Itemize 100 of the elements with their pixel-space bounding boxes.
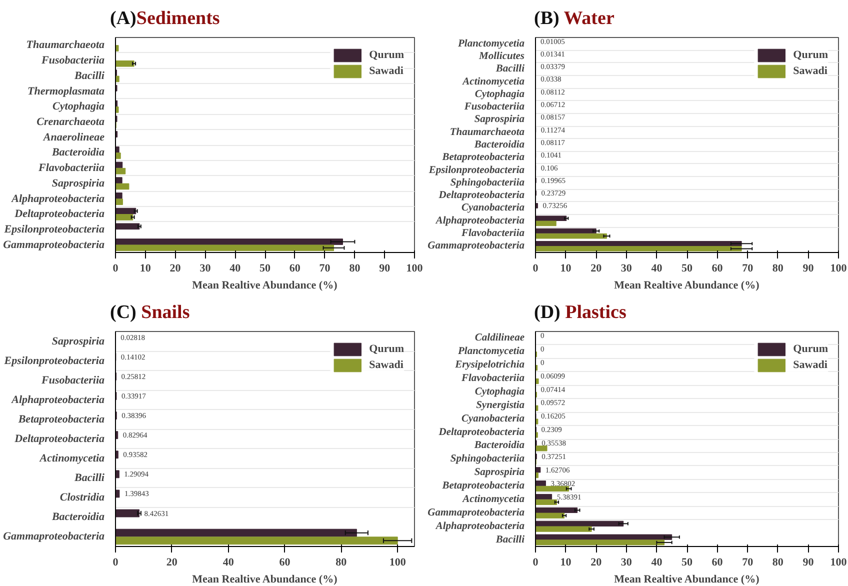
x-tick-label: 40 [651,556,663,568]
x-tick-label: 70 [319,262,331,274]
x-tick-label: 20 [590,556,602,568]
x-tick-label: 60 [289,262,301,274]
x-tick-label: 90 [802,556,814,568]
x-tick-label: 0 [112,556,119,568]
y-tick-label: Betaproteobacteria [17,413,105,426]
y-tick-label: Mollicutes [478,50,525,62]
y-tick-label: Cytophagia [474,88,525,100]
y-tick-label: Fusobacteriia [40,54,105,67]
y-tick-label: Thaumarchaeota [450,126,525,138]
y-tick-label: Alphaproteobacteria [434,520,525,532]
x-tick-label: 100 [406,262,424,274]
y-tick-label: Epsilonproteobacteria [3,354,105,367]
x-axis-title: Mean Realtive Abundance (%) [614,574,760,586]
y-tick-label: Flavobacteriia [460,228,525,240]
legend-label: Sawadi [793,65,828,77]
x-tick-label: 20 [166,556,178,568]
y-tick-label: Gammaproteobacteria [428,240,525,252]
y-tick-label: Actinomycetia [462,76,525,88]
y-tick-label: Bacilli [494,64,525,75]
y-tick-label: Bacilli [494,534,525,546]
legend-label: Sawadi [369,359,404,371]
y-tick-label: Flavobacteriia [460,373,525,384]
chart-title: (A)Sediments [110,8,220,29]
y-tick-label: Cyanobacteria [462,413,525,424]
y-tick-label: Deltaproteobacteria [438,426,524,438]
chart-title: (B) Water [534,8,614,29]
y-tick-label: Bacteroidia [50,146,105,159]
x-tick-label: 60 [712,556,724,568]
y-tick-label: Bacilli [74,472,106,484]
y-tick-label: Deltaproteobacteria [438,190,524,202]
y-tick-label: Anaerolineae [42,131,105,144]
x-axis-title: Mean Realtive Abundance (%) [614,280,760,292]
x-tick-label: 30 [620,556,632,568]
x-tick-label: 10 [140,262,152,274]
x-tick-label: 50 [682,262,693,274]
y-tick-label: Bacteroidia [473,440,525,452]
legend-label: Qurum [369,49,404,61]
y-tick-label: Epsilonproteobacteria [428,164,525,176]
x-axis-title: Mean Realtive Abundance (%) [192,280,338,292]
x-tick-label: 80 [772,262,784,274]
y-tick-label: Fusobacteriia [40,374,105,386]
legend-label: Qurum [793,49,828,61]
y-tick-label: Alphaproteobacteria [10,394,105,406]
legend-label: Qurum [793,343,828,355]
x-tick-label: 80 [349,262,361,274]
y-tick-label: Saprospiria [52,177,105,190]
x-tick-label: 80 [336,556,348,568]
y-tick-label: Synergistia [476,400,525,411]
y-tick-label: Crenarchaeota [36,116,105,128]
x-tick-label: 100 [830,556,848,568]
y-tick-label: Clostridia [60,492,105,504]
x-tick-label: 70 [742,556,754,568]
y-tick-label: Thermoplasmata [27,85,105,98]
y-tick-label: Thaumarchaeota [26,39,105,52]
y-tick-label: Caldilineae [474,332,525,344]
x-tick-label: 20 [170,262,182,274]
x-tick-label: 40 [230,262,242,274]
y-tick-label: Bacteroidia [473,140,525,150]
x-tick-label: 60 [279,556,291,568]
y-tick-label: Deltaproteobacteria [14,208,105,220]
y-tick-label: Flavobacteriia [38,162,105,174]
y-tick-label: Gammaproteobacteria [3,238,105,251]
y-tick-label: Saprospiria [52,335,105,348]
y-tick-label: Planctomycetia [458,346,525,358]
x-tick-label: 40 [222,556,234,568]
x-tick-label: 50 [682,556,693,568]
chart-title: (C) Snails [110,302,190,323]
x-tick-label: 10 [560,556,572,568]
y-tick-label: Alphaproteobacteria [434,215,525,226]
y-tick-label: Epsilonproteobacteria [3,223,105,236]
y-tick-label: Actinomycetia [38,452,105,465]
y-tick-label: Cyanobacteria [462,202,525,214]
x-tick-label: 50 [260,262,271,274]
x-tick-label: 90 [379,262,391,274]
legend-label: Sawadi [793,359,828,371]
y-tick-label: Cytophagia [52,100,105,113]
x-tick-label: 10 [560,262,572,274]
y-tick-label: Sphingobacteriia [450,177,525,188]
y-tick-label: Saprospiria [474,467,525,478]
y-tick-label: Saprospiria [474,114,525,126]
x-tick-label: 0 [112,262,119,274]
y-tick-label: Gammaproteobacteria [428,507,525,518]
x-tick-label: 100 [830,262,848,274]
x-tick-label: 0 [532,262,539,274]
legend-label: Qurum [369,343,404,355]
x-tick-label: 20 [590,262,602,274]
x-tick-label: 100 [389,556,406,568]
x-tick-label: 60 [712,262,724,274]
x-axis-title: Mean Realtive Abundance (%) [192,574,338,586]
x-tick-label: 90 [802,262,814,274]
y-tick-label: Deltaproteobacteria [14,433,105,445]
y-tick-label: Bacilli [74,70,106,82]
y-tick-label: Betaproteobacteria [441,152,525,164]
y-tick-label: Sphingobacteriia [450,454,525,465]
y-tick-label: Betaproteobacteria [441,480,525,492]
y-tick-label: Alphaproteobacteria [10,192,105,205]
x-tick-label: 30 [200,262,212,274]
y-tick-label: Bacteroidia [50,511,105,524]
